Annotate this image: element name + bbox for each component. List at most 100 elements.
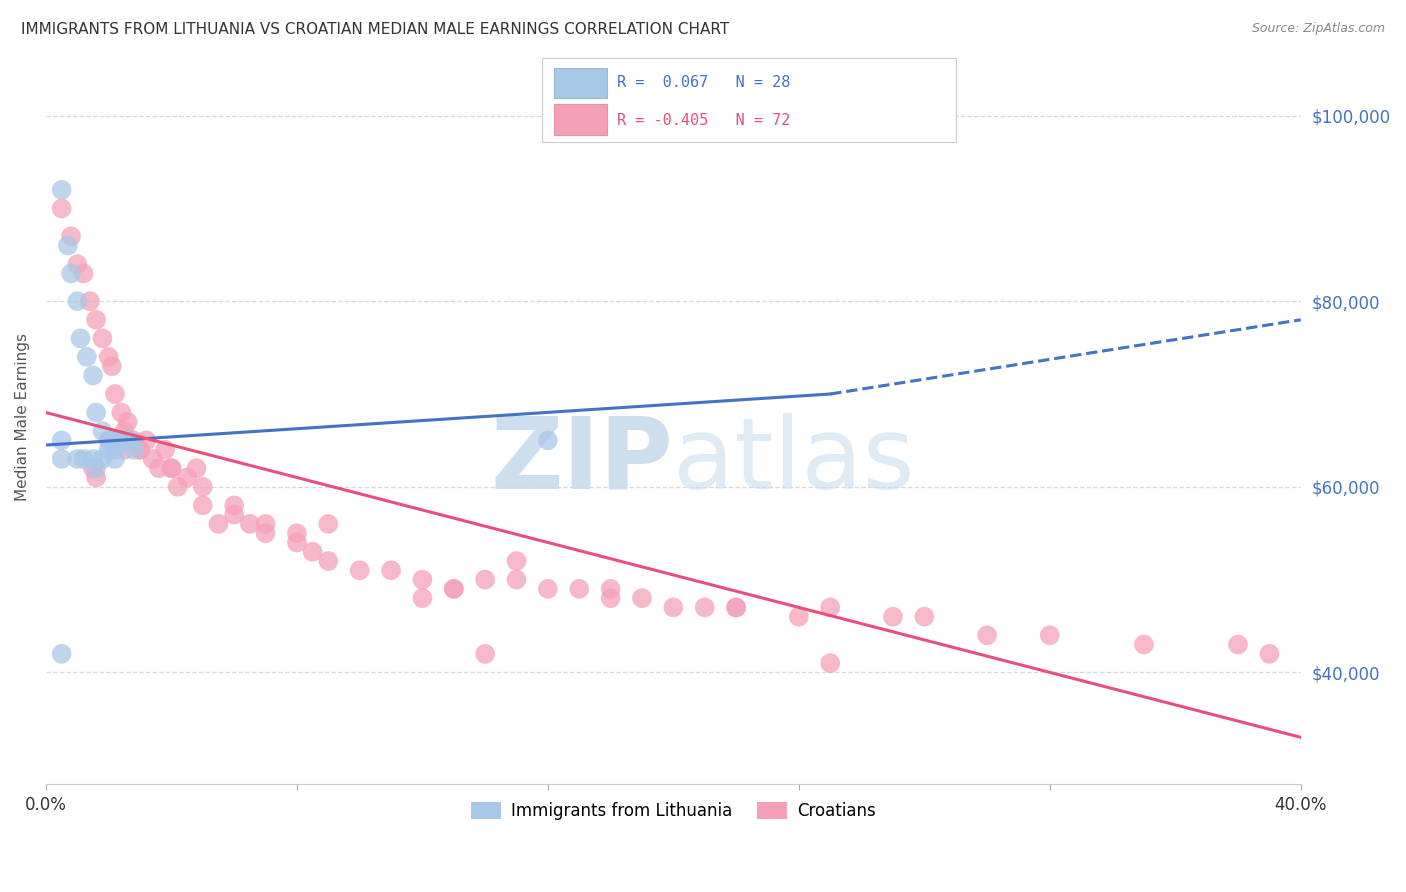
Point xyxy=(91,452,114,467)
Point xyxy=(599,591,621,606)
Point xyxy=(60,229,83,244)
Point xyxy=(69,331,91,345)
Point xyxy=(443,582,465,596)
Point xyxy=(66,257,89,271)
Point xyxy=(122,434,145,448)
Text: R = -0.405   N = 72: R = -0.405 N = 72 xyxy=(617,112,790,128)
Point xyxy=(110,406,132,420)
Point xyxy=(316,554,339,568)
Point xyxy=(411,591,433,606)
Point xyxy=(110,434,132,448)
Point xyxy=(104,452,127,467)
Point xyxy=(818,656,841,670)
Text: Source: ZipAtlas.com: Source: ZipAtlas.com xyxy=(1251,22,1385,36)
Point xyxy=(474,573,496,587)
Point xyxy=(122,442,145,457)
Point xyxy=(148,461,170,475)
Point xyxy=(72,266,94,280)
Point xyxy=(84,461,107,475)
Point xyxy=(112,434,135,448)
FancyBboxPatch shape xyxy=(541,58,956,143)
Point xyxy=(285,526,308,541)
Point xyxy=(112,434,135,448)
Text: IMMIGRANTS FROM LITHUANIA VS CROATIAN MEDIAN MALE EARNINGS CORRELATION CHART: IMMIGRANTS FROM LITHUANIA VS CROATIAN ME… xyxy=(21,22,730,37)
Point xyxy=(84,312,107,326)
Point xyxy=(443,582,465,596)
Point xyxy=(1258,647,1281,661)
Point xyxy=(725,600,748,615)
Point xyxy=(818,600,841,615)
Point xyxy=(160,461,183,475)
Point xyxy=(91,424,114,438)
Text: ZIP: ZIP xyxy=(491,413,673,509)
Point xyxy=(97,442,120,457)
Point xyxy=(976,628,998,642)
Point xyxy=(129,442,152,457)
Point xyxy=(82,368,104,383)
Point xyxy=(101,434,124,448)
Point xyxy=(51,647,73,661)
Point xyxy=(207,516,229,531)
Point xyxy=(411,573,433,587)
Point xyxy=(120,434,142,448)
Point xyxy=(79,294,101,309)
Text: atlas: atlas xyxy=(673,413,915,509)
Point xyxy=(82,461,104,475)
Point xyxy=(112,442,135,457)
Point xyxy=(787,609,810,624)
Point xyxy=(725,600,748,615)
Point xyxy=(91,331,114,345)
Point xyxy=(142,452,165,467)
Point xyxy=(84,470,107,484)
Point xyxy=(51,452,73,467)
Point xyxy=(66,452,89,467)
Point xyxy=(301,545,323,559)
Point xyxy=(254,516,277,531)
Point xyxy=(112,424,135,438)
Point xyxy=(1133,638,1156,652)
Point xyxy=(537,434,560,448)
Y-axis label: Median Male Earnings: Median Male Earnings xyxy=(15,334,30,501)
Point xyxy=(380,563,402,577)
Point xyxy=(104,387,127,401)
Point xyxy=(166,480,188,494)
FancyBboxPatch shape xyxy=(554,104,607,135)
Point xyxy=(349,563,371,577)
Point xyxy=(505,554,527,568)
Point xyxy=(176,470,198,484)
Point xyxy=(66,294,89,309)
Point xyxy=(76,350,98,364)
Point xyxy=(224,499,246,513)
Point xyxy=(97,434,120,448)
Point xyxy=(97,434,120,448)
Point xyxy=(1039,628,1062,642)
Point xyxy=(104,434,127,448)
Point xyxy=(191,499,214,513)
Point xyxy=(51,202,73,216)
FancyBboxPatch shape xyxy=(554,68,607,98)
Point xyxy=(191,480,214,494)
Point xyxy=(474,647,496,661)
Point xyxy=(104,442,127,457)
Legend: Immigrants from Lithuania, Croatians: Immigrants from Lithuania, Croatians xyxy=(464,795,883,827)
Point xyxy=(160,461,183,475)
Point xyxy=(153,442,176,457)
Point xyxy=(1227,638,1250,652)
Point xyxy=(186,461,208,475)
Point xyxy=(97,350,120,364)
Point xyxy=(239,516,262,531)
Point xyxy=(51,434,73,448)
Point xyxy=(117,415,139,429)
Point xyxy=(82,452,104,467)
Point xyxy=(60,266,83,280)
Point xyxy=(662,600,685,615)
Point xyxy=(129,442,152,457)
Point xyxy=(882,609,904,624)
Point xyxy=(135,434,157,448)
Point xyxy=(51,183,73,197)
Point xyxy=(224,508,246,522)
Point xyxy=(631,591,654,606)
Point xyxy=(56,238,79,252)
Point xyxy=(254,526,277,541)
Point xyxy=(72,452,94,467)
